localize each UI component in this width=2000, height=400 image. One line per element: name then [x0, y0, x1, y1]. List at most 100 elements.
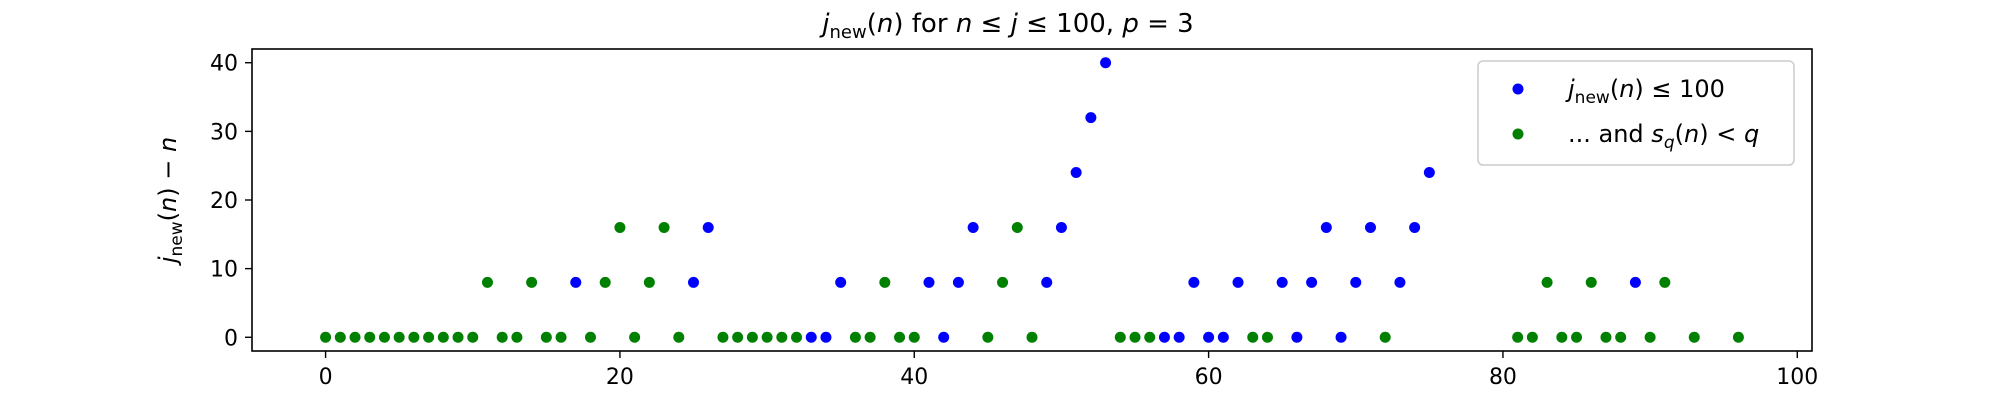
data-point — [1188, 276, 1200, 288]
data-point — [1306, 276, 1318, 288]
x-tick-label: 60 — [1195, 365, 1223, 390]
data-point — [791, 331, 803, 343]
data-point — [584, 331, 596, 343]
data-point — [1629, 276, 1641, 288]
data-point — [570, 276, 582, 288]
legend-marker-green — [1512, 128, 1524, 140]
data-point — [820, 331, 832, 343]
data-point — [923, 276, 935, 288]
y-axis: 0 10 20 30 40 — [210, 52, 252, 351]
data-point — [526, 276, 538, 288]
x-tick-label: 20 — [606, 365, 634, 390]
x-tick-label: 100 — [1776, 365, 1818, 390]
data-point — [776, 331, 788, 343]
data-point — [1026, 331, 1038, 343]
data-point — [511, 331, 523, 343]
data-point — [555, 331, 567, 343]
y-tick-label: 30 — [210, 120, 238, 145]
data-point — [746, 331, 758, 343]
data-point — [437, 331, 449, 343]
data-point — [1276, 276, 1288, 288]
y-tick-label: 0 — [224, 326, 238, 351]
data-point — [1379, 331, 1391, 343]
data-point — [1085, 112, 1097, 124]
data-point — [1556, 331, 1568, 343]
data-point — [879, 276, 891, 288]
y-tick-label: 20 — [210, 189, 238, 214]
data-point — [1232, 276, 1244, 288]
data-point — [702, 221, 714, 233]
data-point — [1070, 167, 1082, 179]
legend-label-series-2: ... and sq(n) < q — [1568, 120, 1759, 153]
data-point — [1291, 331, 1303, 343]
data-point — [952, 276, 964, 288]
data-point — [894, 331, 906, 343]
data-point — [805, 331, 817, 343]
data-point — [334, 331, 346, 343]
x-tick-label: 80 — [1489, 365, 1517, 390]
data-point — [540, 331, 552, 343]
data-point — [320, 331, 332, 343]
data-point — [467, 331, 479, 343]
data-point — [599, 276, 611, 288]
data-point — [1423, 167, 1435, 179]
data-point — [1615, 331, 1627, 343]
data-point — [1585, 276, 1597, 288]
data-point — [1144, 331, 1156, 343]
data-point — [908, 331, 920, 343]
data-point — [1526, 331, 1538, 343]
data-point — [938, 331, 950, 343]
y-tick-label: 40 — [210, 52, 238, 77]
data-point — [629, 331, 641, 343]
data-point — [1173, 331, 1185, 343]
data-point — [1217, 331, 1229, 343]
data-point — [849, 331, 861, 343]
data-point — [1055, 221, 1067, 233]
data-point — [1732, 331, 1744, 343]
data-point — [1114, 331, 1126, 343]
data-point — [1394, 276, 1406, 288]
data-point — [1320, 221, 1332, 233]
data-points — [320, 57, 1744, 343]
x-tick-label: 40 — [900, 365, 928, 390]
data-point — [658, 221, 670, 233]
y-axis-label: jnew(n) − n — [154, 137, 187, 266]
data-point — [1600, 331, 1612, 343]
data-point — [614, 221, 626, 233]
data-point — [673, 331, 685, 343]
data-point — [423, 331, 435, 343]
data-point — [1364, 221, 1376, 233]
data-point — [1409, 221, 1421, 233]
data-point — [717, 331, 729, 343]
chart-title: jnew(n) for n ≤ j ≤ 100, p = 3 — [819, 9, 1193, 43]
y-tick-label: 10 — [210, 258, 238, 283]
data-point — [1688, 331, 1700, 343]
data-point — [1129, 331, 1141, 343]
data-point — [452, 331, 464, 343]
data-point — [688, 276, 700, 288]
data-point — [364, 331, 376, 343]
data-point — [1261, 331, 1273, 343]
legend-marker-blue — [1512, 83, 1524, 95]
data-point — [496, 331, 508, 343]
data-point — [1541, 276, 1553, 288]
series-1 — [570, 57, 1641, 343]
series-2 — [320, 221, 1744, 343]
data-point — [761, 331, 773, 343]
data-point — [835, 276, 847, 288]
data-point — [643, 276, 655, 288]
data-point — [1011, 221, 1023, 233]
data-point — [1041, 276, 1053, 288]
data-point — [1247, 331, 1259, 343]
data-point — [1571, 331, 1583, 343]
legend: jnew(n) ≤ 100 ... and sq(n) < q — [1477, 60, 1795, 166]
x-axis: 0 20 40 60 80 100 — [319, 351, 1818, 390]
x-tick-label: 0 — [319, 365, 333, 390]
legend-box — [1477, 60, 1795, 166]
data-point — [864, 331, 876, 343]
data-point — [967, 221, 979, 233]
data-point — [1644, 331, 1656, 343]
data-point — [1203, 331, 1215, 343]
